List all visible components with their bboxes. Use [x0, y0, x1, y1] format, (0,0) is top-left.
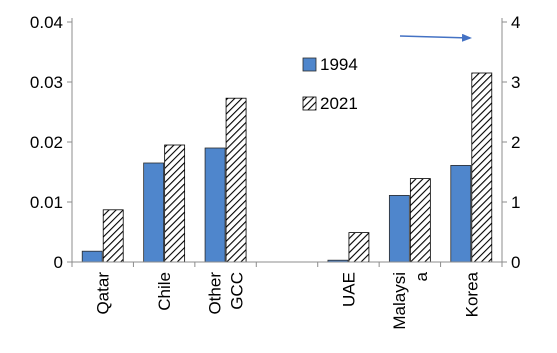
bar-2021-5 [409, 178, 431, 263]
right-tick-label-4: 4 [511, 13, 520, 32]
axes-layer [67, 18, 507, 267]
right-tick-label-0: 0 [511, 253, 520, 272]
left-tick-label-0: 0 [54, 253, 63, 272]
left-tick-label-3: 0.03 [30, 73, 63, 92]
right-tick-label-2: 2 [511, 133, 520, 152]
bar-2021-4 [348, 232, 370, 263]
bars-layer [81, 72, 493, 263]
right-tick-label-1: 1 [511, 193, 520, 212]
legend-swatch-1994 [302, 57, 317, 72]
legend-label-2021: 2021 [320, 94, 358, 113]
left-tick-label-1: 0.01 [30, 193, 63, 212]
right-axis-arrow [399, 33, 472, 42]
bar-1994-6 [450, 164, 472, 263]
x-tick-label-2-1: GCC [228, 272, 247, 310]
x-tick-label-5-0: Malaysi [390, 272, 409, 330]
bar-1994-1 [143, 162, 165, 263]
bar-1994-0 [81, 250, 103, 263]
bar-1994-2 [204, 147, 226, 263]
bar-2021-6 [471, 72, 493, 263]
x-tick-label-0-0: Qatar [94, 272, 113, 315]
left-tick-label-4: 0.04 [30, 13, 63, 32]
bar-2021-0 [102, 209, 124, 263]
legend-swatch-2021 [302, 96, 317, 111]
labels-layer: 0 0.01 0.02 0.03 0.04 0 1 2 3 4 Qatar Chile Other GCC… [30, 13, 521, 330]
x-tick-label-2-0: Other [206, 272, 225, 315]
x-tick-label-1-0: Chile [155, 272, 174, 311]
legend-label-1994: 1994 [320, 55, 358, 74]
bar-2021-2 [225, 97, 247, 263]
bar-2021-1 [164, 144, 186, 263]
x-tick-label-4-0: UAE [339, 272, 358, 307]
x-tick-label-6-0: Korea [462, 271, 481, 317]
bar-1994-5 [388, 194, 410, 263]
right-tick-label-3: 3 [511, 73, 520, 92]
x-tick-label-5-1: a [412, 271, 431, 281]
left-tick-label-2: 0.02 [30, 133, 63, 152]
legend: 1994 2021 [302, 55, 358, 113]
